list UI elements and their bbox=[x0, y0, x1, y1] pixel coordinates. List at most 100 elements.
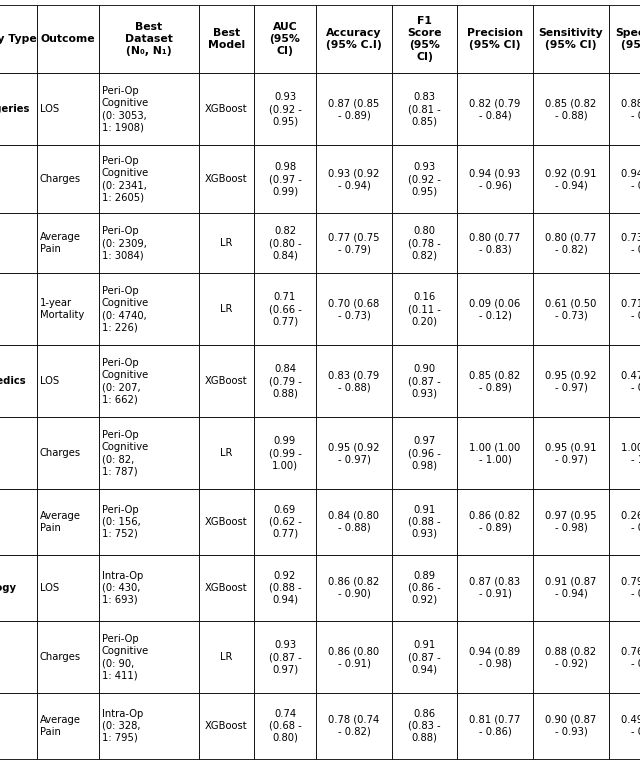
Text: LR: LR bbox=[220, 652, 233, 662]
Text: 0.88 (0.82
- 0.92): 0.88 (0.82 - 0.92) bbox=[545, 646, 596, 668]
Bar bbox=[457, 489, 533, 555]
Bar bbox=[392, 213, 457, 273]
Text: 0.16
(0.11 -
0.20): 0.16 (0.11 - 0.20) bbox=[408, 292, 441, 326]
Text: 0.78 (0.74
- 0.82): 0.78 (0.74 - 0.82) bbox=[328, 715, 380, 737]
Bar bbox=[457, 5, 533, 73]
Text: 0.95 (0.92
- 0.97): 0.95 (0.92 - 0.97) bbox=[545, 370, 596, 392]
Bar bbox=[609, 693, 640, 759]
Bar bbox=[37, 213, 99, 273]
Text: Charges: Charges bbox=[40, 652, 81, 662]
Text: LOS: LOS bbox=[40, 376, 59, 386]
Text: 0.85 (0.82
- 0.88): 0.85 (0.82 - 0.88) bbox=[545, 98, 596, 120]
Bar bbox=[609, 213, 640, 273]
Bar bbox=[254, 555, 316, 621]
Bar bbox=[199, 693, 254, 759]
Bar bbox=[609, 555, 640, 621]
Bar bbox=[254, 621, 316, 693]
Text: 0.76 (0.60
- 0.91): 0.76 (0.60 - 0.91) bbox=[621, 646, 640, 668]
Bar bbox=[37, 693, 99, 759]
Bar bbox=[316, 555, 392, 621]
Text: 0.86
(0.83 -
0.88): 0.86 (0.83 - 0.88) bbox=[408, 709, 441, 743]
Bar bbox=[0, 213, 37, 273]
Bar bbox=[533, 555, 609, 621]
Bar bbox=[533, 621, 609, 693]
Text: 0.85 (0.82
- 0.89): 0.85 (0.82 - 0.89) bbox=[469, 370, 520, 392]
Text: 0.90 (0.87
- 0.93): 0.90 (0.87 - 0.93) bbox=[545, 715, 596, 737]
Bar bbox=[316, 145, 392, 213]
Bar bbox=[609, 5, 640, 73]
Text: 0.93
(0.92 -
0.95): 0.93 (0.92 - 0.95) bbox=[269, 92, 301, 126]
Text: 0.95 (0.91
- 0.97): 0.95 (0.91 - 0.97) bbox=[545, 442, 596, 464]
Bar bbox=[0, 345, 37, 417]
Bar bbox=[254, 5, 316, 73]
Bar bbox=[316, 489, 392, 555]
Text: 0.73 (0.70
- 0.76): 0.73 (0.70 - 0.76) bbox=[621, 232, 640, 254]
Bar bbox=[99, 5, 199, 73]
Bar bbox=[392, 693, 457, 759]
Text: 0.93
(0.92 -
0.95): 0.93 (0.92 - 0.95) bbox=[408, 162, 441, 196]
Bar bbox=[199, 273, 254, 345]
Text: Average
Pain: Average Pain bbox=[40, 511, 81, 533]
Bar bbox=[99, 73, 199, 145]
Text: 1-year
Mortality: 1-year Mortality bbox=[40, 298, 84, 320]
Text: 0.89
(0.86 -
0.92): 0.89 (0.86 - 0.92) bbox=[408, 571, 441, 605]
Bar bbox=[99, 345, 199, 417]
Bar bbox=[99, 213, 199, 273]
Text: 0.83 (0.79
- 0.88): 0.83 (0.79 - 0.88) bbox=[328, 370, 380, 392]
Bar bbox=[0, 621, 37, 693]
Text: Intra-Op
(0: 430,
1: 693): Intra-Op (0: 430, 1: 693) bbox=[102, 571, 143, 605]
Bar bbox=[392, 417, 457, 489]
Text: 0.80
(0.78 -
0.82): 0.80 (0.78 - 0.82) bbox=[408, 226, 441, 260]
Text: 0.70 (0.68
- 0.73): 0.70 (0.68 - 0.73) bbox=[328, 298, 380, 320]
Text: Charges: Charges bbox=[40, 448, 81, 458]
Text: 0.47 (0.35
- 0.58): 0.47 (0.35 - 0.58) bbox=[621, 370, 640, 392]
Text: Peri-Op
Cognitive
(0: 2341,
1: 2605): Peri-Op Cognitive (0: 2341, 1: 2605) bbox=[102, 156, 149, 202]
Bar bbox=[392, 73, 457, 145]
Text: Orthopedics: Orthopedics bbox=[0, 376, 27, 386]
Bar bbox=[0, 555, 37, 621]
Text: Charges: Charges bbox=[40, 174, 81, 184]
Bar bbox=[609, 489, 640, 555]
Bar bbox=[533, 693, 609, 759]
Text: Specificity
(95% CI): Specificity (95% CI) bbox=[615, 28, 640, 50]
Text: 0.92
(0.88 -
0.94): 0.92 (0.88 - 0.94) bbox=[269, 571, 301, 605]
Text: Intra-Op
(0: 328,
1: 795): Intra-Op (0: 328, 1: 795) bbox=[102, 709, 143, 743]
Bar bbox=[254, 73, 316, 145]
Text: 0.26 (0.16
- 0.38): 0.26 (0.16 - 0.38) bbox=[621, 511, 640, 533]
Text: Peri-Op
(0: 156,
1: 752): Peri-Op (0: 156, 1: 752) bbox=[102, 505, 141, 539]
Bar bbox=[457, 345, 533, 417]
Text: F1
Score
(95%
CI): F1 Score (95% CI) bbox=[407, 16, 442, 62]
Bar bbox=[0, 273, 37, 345]
Text: LR: LR bbox=[220, 448, 233, 458]
Bar bbox=[609, 621, 640, 693]
Bar bbox=[0, 145, 37, 213]
Bar bbox=[37, 73, 99, 145]
Text: 0.86 (0.82
- 0.89): 0.86 (0.82 - 0.89) bbox=[469, 511, 520, 533]
Bar bbox=[37, 273, 99, 345]
Text: 0.97
(0.96 -
0.98): 0.97 (0.96 - 0.98) bbox=[408, 436, 441, 470]
Bar bbox=[392, 5, 457, 73]
Text: 0.92 (0.91
- 0.94): 0.92 (0.91 - 0.94) bbox=[545, 168, 596, 190]
Bar bbox=[99, 693, 199, 759]
Bar bbox=[254, 345, 316, 417]
Bar bbox=[457, 417, 533, 489]
Text: 0.74
(0.68 -
0.80): 0.74 (0.68 - 0.80) bbox=[269, 709, 301, 743]
Bar bbox=[254, 417, 316, 489]
Bar bbox=[254, 273, 316, 345]
Bar bbox=[0, 5, 37, 73]
Text: XGBoost: XGBoost bbox=[205, 174, 248, 184]
Text: XGBoost: XGBoost bbox=[205, 517, 248, 527]
Text: LR: LR bbox=[220, 304, 233, 314]
Bar bbox=[199, 213, 254, 273]
Text: 1.00 (1.00
- 1.00): 1.00 (1.00 - 1.00) bbox=[621, 442, 640, 464]
Text: 1.00 (1.00
- 1.00): 1.00 (1.00 - 1.00) bbox=[469, 442, 520, 464]
Text: Peri-Op
Cognitive
(0: 3053,
1: 1908): Peri-Op Cognitive (0: 3053, 1: 1908) bbox=[102, 86, 149, 132]
Text: 0.94 (0.89
- 0.98): 0.94 (0.89 - 0.98) bbox=[469, 646, 520, 668]
Bar bbox=[254, 693, 316, 759]
Bar bbox=[316, 5, 392, 73]
Bar bbox=[533, 345, 609, 417]
Text: 0.88 (0.86
- 0.90): 0.88 (0.86 - 0.90) bbox=[621, 98, 640, 120]
Text: LOS: LOS bbox=[40, 583, 59, 593]
Text: 0.97 (0.95
- 0.98): 0.97 (0.95 - 0.98) bbox=[545, 511, 596, 533]
Bar bbox=[0, 73, 37, 145]
